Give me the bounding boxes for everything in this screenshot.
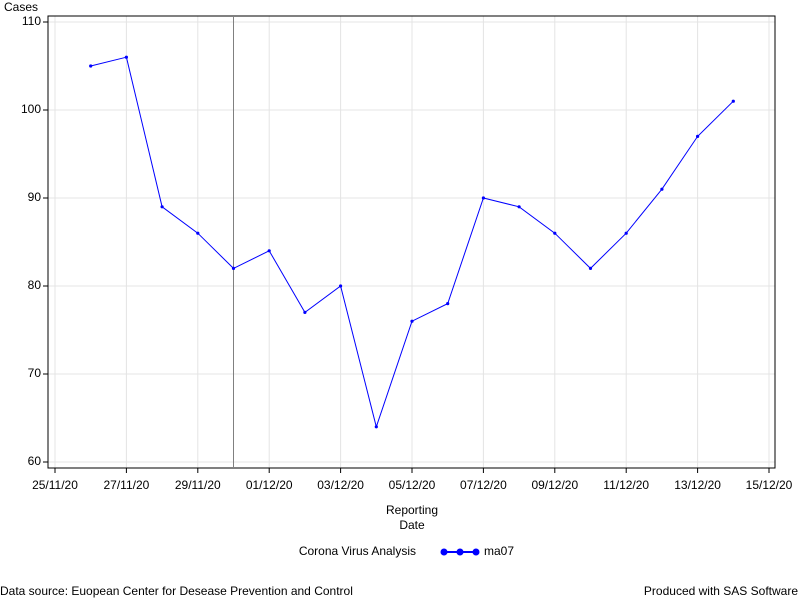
- footnote: Data source: Euopean Center for Desease …: [0, 584, 353, 598]
- footnote: Produced with SAS Software: [644, 584, 798, 598]
- data-point: [481, 196, 485, 200]
- y-tick-label: 70: [28, 366, 42, 380]
- x-tick-label: 05/12/20: [389, 478, 436, 492]
- data-point: [196, 231, 200, 235]
- data-point: [89, 64, 93, 68]
- y-tick-label: 110: [22, 14, 41, 28]
- data-point: [660, 187, 664, 191]
- data-point: [160, 205, 164, 209]
- x-tick-label: 25/11/20: [32, 478, 78, 492]
- x-axis-label: Reporting: [386, 503, 438, 517]
- data-point: [588, 266, 593, 270]
- x-tick-label: 27/11/20: [103, 478, 149, 492]
- y-tick-label: 80: [28, 278, 42, 292]
- data-point: [410, 319, 414, 323]
- data-point: [374, 425, 378, 429]
- legend-label: ma07: [484, 544, 514, 558]
- legend-marker: [472, 548, 480, 556]
- y-tick-label: 90: [28, 190, 42, 204]
- data-point: [339, 284, 343, 288]
- x-tick-label: 03/12/20: [317, 478, 364, 492]
- x-tick-label: 11/12/20: [603, 478, 649, 492]
- y-tick-label: 60: [28, 454, 42, 468]
- data-point: [446, 302, 450, 306]
- data-point: [124, 55, 128, 59]
- data-point: [624, 231, 628, 235]
- y-tick-label: 100: [21, 102, 41, 116]
- data-point: [231, 266, 236, 270]
- legend-marker: [440, 548, 448, 556]
- data-point: [517, 205, 521, 209]
- x-tick-label: 01/12/20: [246, 478, 293, 492]
- data-point: [731, 99, 735, 103]
- data-point: [553, 231, 557, 235]
- legend-title: Corona Virus Analysis: [299, 544, 416, 558]
- x-axis-label: Date: [399, 518, 425, 532]
- x-tick-label: 15/12/20: [746, 478, 793, 492]
- data-point: [696, 134, 700, 138]
- data-point: [267, 249, 271, 253]
- data-point: [303, 310, 307, 314]
- x-tick-label: 07/12/20: [460, 478, 507, 492]
- y-axis-label: Cases: [4, 0, 38, 14]
- x-tick-label: 13/12/20: [674, 478, 721, 492]
- legend-marker: [456, 548, 464, 556]
- x-tick-label: 09/12/20: [531, 478, 578, 492]
- x-tick-label: 29/11/20: [175, 478, 221, 492]
